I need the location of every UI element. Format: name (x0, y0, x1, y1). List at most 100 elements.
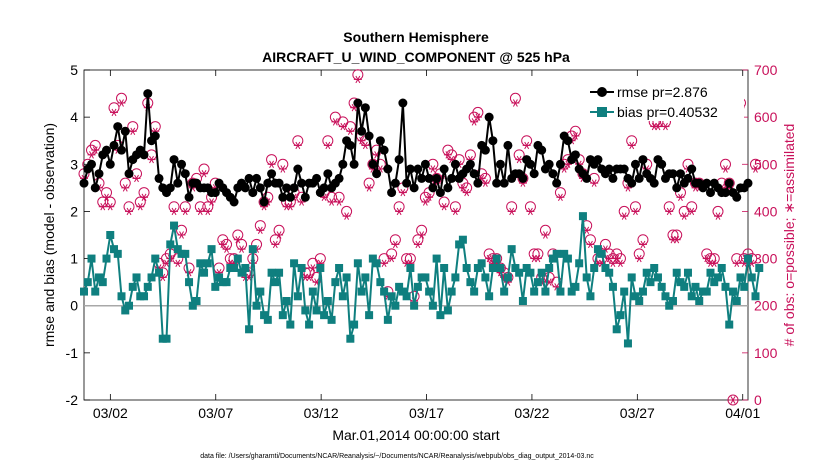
bias-point (638, 287, 647, 296)
bias-point (398, 287, 407, 296)
marks-layer (78, 69, 764, 406)
bias-point (608, 282, 617, 291)
y-right-tick-label: 100 (754, 345, 778, 361)
obs-assimilated-point (181, 207, 190, 216)
rmse-point (525, 159, 535, 169)
bias-point (151, 254, 160, 263)
asterisk-stroke (336, 198, 342, 206)
asterisk-stroke (711, 259, 717, 267)
rmse-point (705, 188, 715, 198)
obs-assimilated-point (485, 254, 494, 263)
bias-point (556, 287, 565, 296)
bias-point (695, 297, 704, 305)
asterisk-stroke (344, 212, 350, 220)
rmse-point (473, 178, 483, 188)
bias-point (331, 278, 340, 287)
obs-assimilated-point (233, 236, 242, 244)
bias-point (507, 245, 516, 254)
bias-point (571, 282, 580, 291)
rmse-point (117, 145, 127, 155)
bias-point (248, 245, 257, 254)
asterisk-stroke (314, 278, 320, 286)
bias-point (680, 282, 689, 291)
rmse-point (503, 140, 513, 150)
asterisk-stroke (734, 259, 740, 267)
asterisk-stroke (205, 207, 211, 216)
bias-point (563, 254, 572, 263)
bias-point (590, 264, 599, 272)
obs-assimilated-point (346, 127, 355, 135)
bias-point (106, 231, 115, 239)
rmse-point (297, 178, 307, 188)
rmse-point (375, 136, 385, 146)
bias-point (263, 315, 272, 324)
y-left-tick-label: 1 (70, 251, 78, 267)
bias-point (125, 301, 134, 310)
obs-assimilated-point (125, 207, 134, 216)
obs-assimilated-point (361, 141, 370, 150)
asterisk-stroke (400, 188, 406, 197)
obs-assimilated-point (117, 99, 126, 107)
asterisk-stroke (573, 132, 578, 140)
obs-assimilated-point (612, 254, 621, 263)
rmse-point (154, 173, 164, 183)
bias-point (376, 278, 385, 287)
rmse-point (398, 98, 408, 108)
bias-point (211, 282, 220, 291)
obs-assimilated-point (676, 193, 685, 201)
bias-point (665, 301, 674, 310)
asterisk-stroke (321, 193, 327, 201)
obs-assimilated-point (653, 122, 662, 131)
bias-point (541, 287, 550, 296)
bias-point (657, 282, 666, 291)
bias-point (706, 268, 715, 277)
bias-point (252, 301, 261, 310)
bias-point (500, 287, 509, 296)
rmse-point (319, 183, 329, 193)
rmse-point (634, 173, 644, 183)
bias-point (402, 292, 411, 301)
y-left-tick-label: -1 (66, 345, 79, 361)
bias-point (676, 278, 685, 287)
obs-assimilated-point (571, 132, 580, 140)
rmse-point (480, 145, 490, 155)
bias-point (387, 292, 396, 301)
obs-assimilated-point (702, 254, 711, 263)
rmse-point (563, 136, 573, 146)
bias-point (755, 264, 764, 272)
rmse-point (338, 159, 348, 169)
bias-point (470, 287, 479, 296)
asterisk-stroke (557, 193, 563, 201)
asterisk-stroke (257, 226, 263, 234)
rmse-point (255, 183, 265, 193)
rmse-point (432, 173, 442, 183)
bias-point (631, 292, 640, 301)
y-axis-label-left: rmse and bias (model - observation) (41, 123, 57, 347)
bias-point (740, 282, 749, 291)
rmse-point (608, 173, 618, 183)
rmse-point (424, 173, 434, 183)
rmse-point (177, 159, 187, 169)
x-axis-label: Mar.01,2014 00:00:00 start (332, 427, 499, 443)
bias-point (736, 273, 745, 282)
bias-point (275, 268, 284, 277)
obs-assimilated-point (417, 231, 426, 239)
asterisk-stroke (584, 226, 590, 234)
rmse-point (165, 183, 175, 193)
obs-assimilated-point (203, 207, 212, 216)
obs-assimilated-point (222, 245, 231, 253)
bias-point (215, 273, 224, 282)
asterisk-stroke (471, 118, 477, 126)
asterisk-stroke (655, 122, 661, 131)
rmse-point (499, 178, 509, 188)
asterisk-stroke (633, 207, 638, 216)
bias-point (627, 273, 636, 282)
bias-point (601, 264, 610, 272)
bias-point (327, 315, 336, 324)
bias-point (290, 259, 299, 268)
asterisk-stroke (340, 122, 346, 131)
bias-point (395, 282, 404, 291)
obs-assimilated-point (672, 236, 681, 244)
y-left-tick-label: -2 (66, 392, 79, 408)
rmse-point (627, 178, 637, 188)
